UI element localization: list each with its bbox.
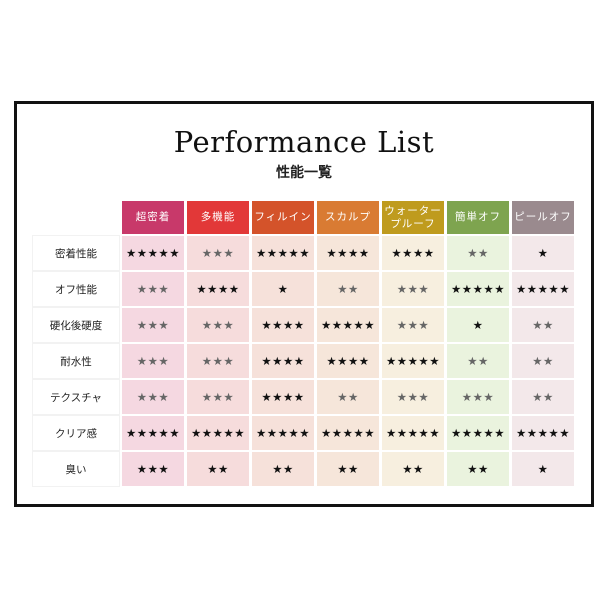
row-label: 耐水性 xyxy=(33,344,119,378)
star-rating-cell: ★★★ xyxy=(187,380,249,414)
star-rating-cell: ★★★★★ xyxy=(122,416,184,450)
star-rating-cell: ★★★ xyxy=(122,272,184,306)
row-label: オフ性能 xyxy=(33,272,119,306)
star-rating-cell: ★★★★★ xyxy=(382,344,444,378)
performance-table: 超密着 多機能 フィルイン スカルプ ウォーター プルーフ 簡単オフ ピールオフ 密着性能 ★★★… xyxy=(33,201,574,486)
star-rating-cell: ★★★★ xyxy=(317,236,379,270)
star-rating-cell: ★★★ xyxy=(122,344,184,378)
star-rating-cell: ★★ xyxy=(447,452,509,486)
table-corner xyxy=(33,201,119,234)
star-rating-cell: ★★★ xyxy=(382,308,444,342)
row-label: 硬化後硬度 xyxy=(33,308,119,342)
row-label: 臭い xyxy=(33,452,119,486)
star-rating-cell: ★★★ xyxy=(122,452,184,486)
star-rating-cell: ★★★★★ xyxy=(122,236,184,270)
star-rating-cell: ★★ xyxy=(317,380,379,414)
star-rating-cell: ★★★★ xyxy=(382,236,444,270)
star-rating-cell: ★ xyxy=(512,236,574,270)
column-header: スカルプ xyxy=(317,201,379,234)
star-rating-cell: ★★ xyxy=(447,236,509,270)
star-rating-cell: ★★ xyxy=(512,344,574,378)
star-rating-cell: ★★★★★ xyxy=(317,416,379,450)
star-rating-cell: ★★★★ xyxy=(317,344,379,378)
star-rating-cell: ★★★ xyxy=(122,380,184,414)
star-rating-cell: ★★★★★ xyxy=(317,308,379,342)
star-rating-cell: ★★ xyxy=(252,452,314,486)
column-header: 多機能 xyxy=(187,201,249,234)
star-rating-cell: ★★★ xyxy=(382,272,444,306)
star-rating-cell: ★★★★★ xyxy=(512,272,574,306)
star-rating-cell: ★★★★★ xyxy=(382,416,444,450)
star-rating-cell: ★★★★★ xyxy=(512,416,574,450)
star-rating-cell: ★★★★★ xyxy=(252,416,314,450)
column-header: ピールオフ xyxy=(512,201,574,234)
star-rating-cell: ★★★★ xyxy=(252,380,314,414)
page-title: Performance List xyxy=(173,125,435,159)
column-header: 超密着 xyxy=(122,201,184,234)
star-rating-cell: ★★★★★ xyxy=(187,416,249,450)
column-header: フィルイン xyxy=(252,201,314,234)
star-rating-cell: ★★★ xyxy=(187,344,249,378)
star-rating-cell: ★★★ xyxy=(122,308,184,342)
star-rating-cell: ★★★★★ xyxy=(447,272,509,306)
star-rating-cell: ★ xyxy=(447,308,509,342)
star-rating-cell: ★★ xyxy=(317,272,379,306)
star-rating-cell: ★ xyxy=(512,452,574,486)
star-rating-cell: ★★★ xyxy=(382,380,444,414)
star-rating-cell: ★★★★ xyxy=(252,344,314,378)
star-rating-cell: ★★ xyxy=(447,344,509,378)
star-rating-cell: ★★★★★ xyxy=(447,416,509,450)
page-subtitle: 性能一覧 xyxy=(276,165,332,181)
star-rating-cell: ★★ xyxy=(512,380,574,414)
star-rating-cell: ★★ xyxy=(187,452,249,486)
star-rating-cell: ★★★★★ xyxy=(252,236,314,270)
star-rating-cell: ★★★★ xyxy=(187,272,249,306)
star-rating-cell: ★★★ xyxy=(447,380,509,414)
star-rating-cell: ★ xyxy=(252,272,314,306)
star-rating-cell: ★★★ xyxy=(187,236,249,270)
star-rating-cell: ★★★ xyxy=(187,308,249,342)
row-label: テクスチャ xyxy=(33,380,119,414)
star-rating-cell: ★★ xyxy=(512,308,574,342)
star-rating-cell: ★★★★ xyxy=(252,308,314,342)
star-rating-cell: ★★ xyxy=(382,452,444,486)
star-rating-cell: ★★ xyxy=(317,452,379,486)
row-label: 密着性能 xyxy=(33,236,119,270)
column-header: ウォーター プルーフ xyxy=(382,201,444,234)
row-label: クリア感 xyxy=(33,416,119,450)
column-header: 簡単オフ xyxy=(447,201,509,234)
